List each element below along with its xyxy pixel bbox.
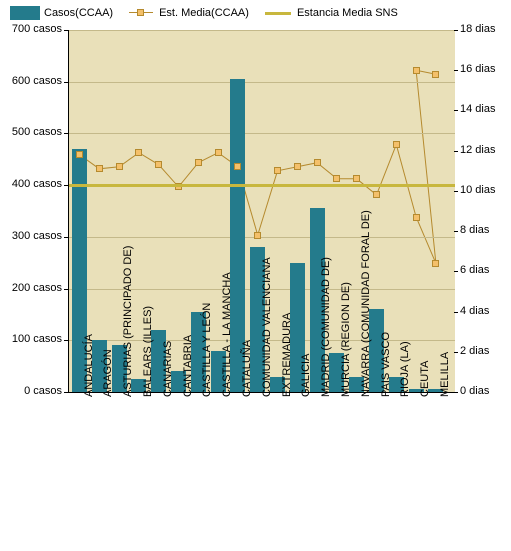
x-category-label: CEUTA bbox=[419, 361, 431, 397]
y-right-tick bbox=[454, 70, 458, 71]
legend-item-casos: Casos(CCAA) bbox=[10, 6, 113, 20]
y-right-tick bbox=[454, 352, 458, 353]
y-right-label: 10 dias bbox=[460, 184, 495, 196]
est-marker bbox=[294, 163, 301, 170]
y-right-label: 8 dias bbox=[460, 224, 489, 236]
x-category-label: MURCIA (REGION DE) bbox=[340, 282, 352, 397]
y-right-tick bbox=[454, 30, 458, 31]
y-right-label: 12 dias bbox=[460, 144, 495, 156]
legend-swatch-marker bbox=[129, 7, 153, 19]
sns-reference-line bbox=[69, 184, 455, 187]
legend-label-sns: Estancia Media SNS bbox=[297, 7, 398, 19]
x-category-label: CASTILLA Y LEÓN bbox=[201, 303, 213, 397]
est-marker bbox=[333, 175, 340, 182]
legend-label-estmedia: Est. Media(CCAA) bbox=[159, 7, 249, 19]
y-right-label: 14 dias bbox=[460, 103, 495, 115]
est-marker bbox=[76, 151, 83, 158]
est-marker bbox=[254, 232, 261, 239]
y-right-tick bbox=[454, 271, 458, 272]
x-category-label: CASTILLA - LA MANCHA bbox=[221, 272, 233, 397]
est-marker bbox=[432, 71, 439, 78]
y-right-tick bbox=[454, 392, 458, 393]
y-left-tick bbox=[64, 133, 68, 134]
y-right-tick bbox=[454, 312, 458, 313]
y-left-label: 400 casos bbox=[12, 178, 62, 190]
x-category-label: EXTREMADURA bbox=[281, 313, 293, 397]
y-left-label: 300 casos bbox=[12, 230, 62, 242]
legend: Casos(CCAA) Est. Media(CCAA) Estancia Me… bbox=[10, 6, 412, 20]
est-marker bbox=[413, 67, 420, 74]
legend-swatch-bar bbox=[10, 6, 40, 20]
y-left-tick bbox=[64, 340, 68, 341]
x-category-label: RIOJA (LA) bbox=[399, 341, 411, 397]
x-category-label: MELILLA bbox=[439, 352, 451, 397]
legend-label-casos: Casos(CCAA) bbox=[44, 7, 113, 19]
y-left-label: 600 casos bbox=[12, 75, 62, 87]
grid-line bbox=[69, 237, 455, 238]
y-left-tick bbox=[64, 30, 68, 31]
est-marker bbox=[353, 175, 360, 182]
x-category-label: PAIS VASCO bbox=[380, 332, 392, 397]
y-left-label: 0 casos bbox=[24, 385, 62, 397]
grid-line bbox=[69, 30, 455, 31]
y-right-label: 18 dias bbox=[460, 23, 495, 35]
est-marker bbox=[135, 149, 142, 156]
x-category-label: MADRID (COMUNIDAD DE) bbox=[320, 257, 332, 397]
y-left-label: 100 casos bbox=[12, 333, 62, 345]
y-right-label: 16 dias bbox=[460, 63, 495, 75]
legend-item-sns: Estancia Media SNS bbox=[265, 7, 398, 19]
est-marker bbox=[274, 167, 281, 174]
grid-line bbox=[69, 133, 455, 134]
legend-swatch-line bbox=[265, 12, 291, 15]
y-right-tick bbox=[454, 231, 458, 232]
y-left-tick bbox=[64, 237, 68, 238]
x-category-label: GALICIA bbox=[300, 354, 312, 397]
y-left-tick bbox=[64, 289, 68, 290]
x-category-label: CANARIAS bbox=[162, 341, 174, 397]
y-right-tick bbox=[454, 151, 458, 152]
est-marker bbox=[393, 141, 400, 148]
y-left-tick bbox=[64, 392, 68, 393]
y-right-label: 6 dias bbox=[460, 264, 489, 276]
est-marker bbox=[432, 260, 439, 267]
est-marker bbox=[373, 191, 380, 198]
y-right-label: 2 dias bbox=[460, 345, 489, 357]
x-category-label: ARAGÓN bbox=[102, 349, 114, 397]
est-marker bbox=[96, 165, 103, 172]
y-left-label: 200 casos bbox=[12, 282, 62, 294]
est-marker bbox=[215, 149, 222, 156]
est-marker bbox=[155, 161, 162, 168]
y-left-label: 500 casos bbox=[12, 126, 62, 138]
x-category-label: CANTABRIA bbox=[182, 335, 194, 397]
y-left-label: 700 casos bbox=[12, 23, 62, 35]
y-left-tick bbox=[64, 185, 68, 186]
x-category-label: NAVARRA (COMUNIDAD FORAL DE) bbox=[360, 210, 372, 397]
x-category-label: ASTURIAS (PRINCIPADO DE) bbox=[122, 246, 134, 397]
x-category-label: COMUNIDAD VALENCIANA bbox=[261, 257, 273, 397]
chart-container: Casos(CCAA) Est. Media(CCAA) Estancia Me… bbox=[0, 0, 511, 551]
est-marker bbox=[116, 163, 123, 170]
est-marker bbox=[413, 214, 420, 221]
y-right-label: 0 dias bbox=[460, 385, 489, 397]
x-category-label: ANDALUCÍA bbox=[83, 334, 95, 397]
y-right-tick bbox=[454, 110, 458, 111]
est-marker bbox=[195, 159, 202, 166]
x-category-label: CATALUÑA bbox=[241, 340, 253, 397]
y-left-tick bbox=[64, 82, 68, 83]
x-category-label: BALEARS (ILLES) bbox=[142, 306, 154, 397]
y-right-label: 4 dias bbox=[460, 305, 489, 317]
legend-item-estmedia: Est. Media(CCAA) bbox=[129, 7, 249, 19]
est-marker bbox=[234, 163, 241, 170]
grid-line bbox=[69, 82, 455, 83]
y-right-tick bbox=[454, 191, 458, 192]
est-marker bbox=[314, 159, 321, 166]
